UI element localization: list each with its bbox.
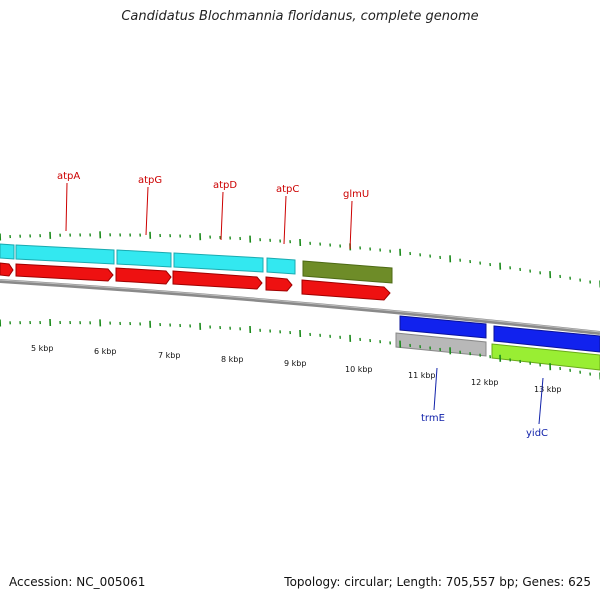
kbp-label: 10 kbp: [345, 365, 373, 374]
outer-tick-row: [0, 231, 600, 288]
kbp-label: 11 kbp: [408, 371, 436, 380]
gene-arrow-red-2[interactable]: [15, 263, 114, 282]
feature-box-cyan-2[interactable]: [15, 244, 115, 265]
gene-label-yidC[interactable]: yidC: [526, 428, 548, 439]
gene-arrow-grey[interactable]: [395, 332, 487, 357]
feature-box-blue-2[interactable]: [493, 325, 600, 353]
leader-line: [538, 377, 544, 425]
gene-arrow-red-5[interactable]: [265, 276, 293, 292]
leader-line: [145, 186, 149, 236]
feature-box-olive[interactable]: [302, 260, 393, 284]
genome-backbone-highlight: [0, 279, 600, 333]
outer-feature-track: [0, 243, 600, 353]
gene-label-glmU[interactable]: glmU: [343, 189, 369, 200]
inner-tick-row: [0, 318, 600, 380]
map-title: Candidatus Blochmannia floridanus, compl…: [121, 9, 479, 24]
feature-box-cyan-4[interactable]: [173, 252, 264, 273]
feature-box-cyan-3[interactable]: [116, 249, 172, 268]
feature-box-cyan-1[interactable]: [0, 243, 15, 260]
accession-text: Accession: NC_005061: [9, 575, 146, 589]
gene-arrow-red-4[interactable]: [172, 270, 263, 290]
gene-label-atpA[interactable]: atpA: [57, 171, 80, 182]
kbp-label: 6 kbp: [94, 347, 116, 356]
gene-label-trmE[interactable]: trmE: [421, 413, 445, 424]
leader-line: [283, 195, 287, 245]
gene-arrow-red-1[interactable]: [0, 262, 14, 277]
gene-arrow-lime[interactable]: [491, 343, 600, 371]
kbp-label: 8 kbp: [221, 355, 243, 364]
gene-label-atpC[interactable]: atpC: [276, 184, 299, 195]
kbp-label: 12 kbp: [471, 378, 499, 387]
gene-labels: atpA atpG atpD atpC glmU trmE yidC: [57, 171, 548, 439]
kbp-label: 13 kbp: [534, 385, 562, 394]
gene-label-atpD[interactable]: atpD: [213, 180, 237, 191]
leader-line: [349, 200, 353, 250]
inner-feature-track: [0, 262, 600, 371]
kbp-scale-labels: 5 kbp 6 kbp 7 kbp 8 kbp 9 kbp 10 kbp 11 …: [31, 344, 562, 394]
kbp-label: 5 kbp: [31, 344, 53, 353]
genome-backbone: [0, 279, 600, 335]
feature-box-blue-1[interactable]: [399, 315, 487, 339]
gene-arrow-red-3[interactable]: [115, 267, 172, 285]
gene-arrow-red-6[interactable]: [301, 279, 391, 301]
genome-summary-text: Topology: circular; Length: 705,557 bp; …: [284, 575, 591, 589]
kbp-label: 9 kbp: [284, 359, 306, 368]
gene-label-atpG[interactable]: atpG: [138, 175, 162, 186]
feature-box-cyan-5[interactable]: [266, 257, 296, 275]
kbp-label: 7 kbp: [158, 351, 180, 360]
leader-line: [433, 367, 438, 411]
leader-line: [65, 182, 68, 232]
leader-line: [220, 191, 224, 241]
